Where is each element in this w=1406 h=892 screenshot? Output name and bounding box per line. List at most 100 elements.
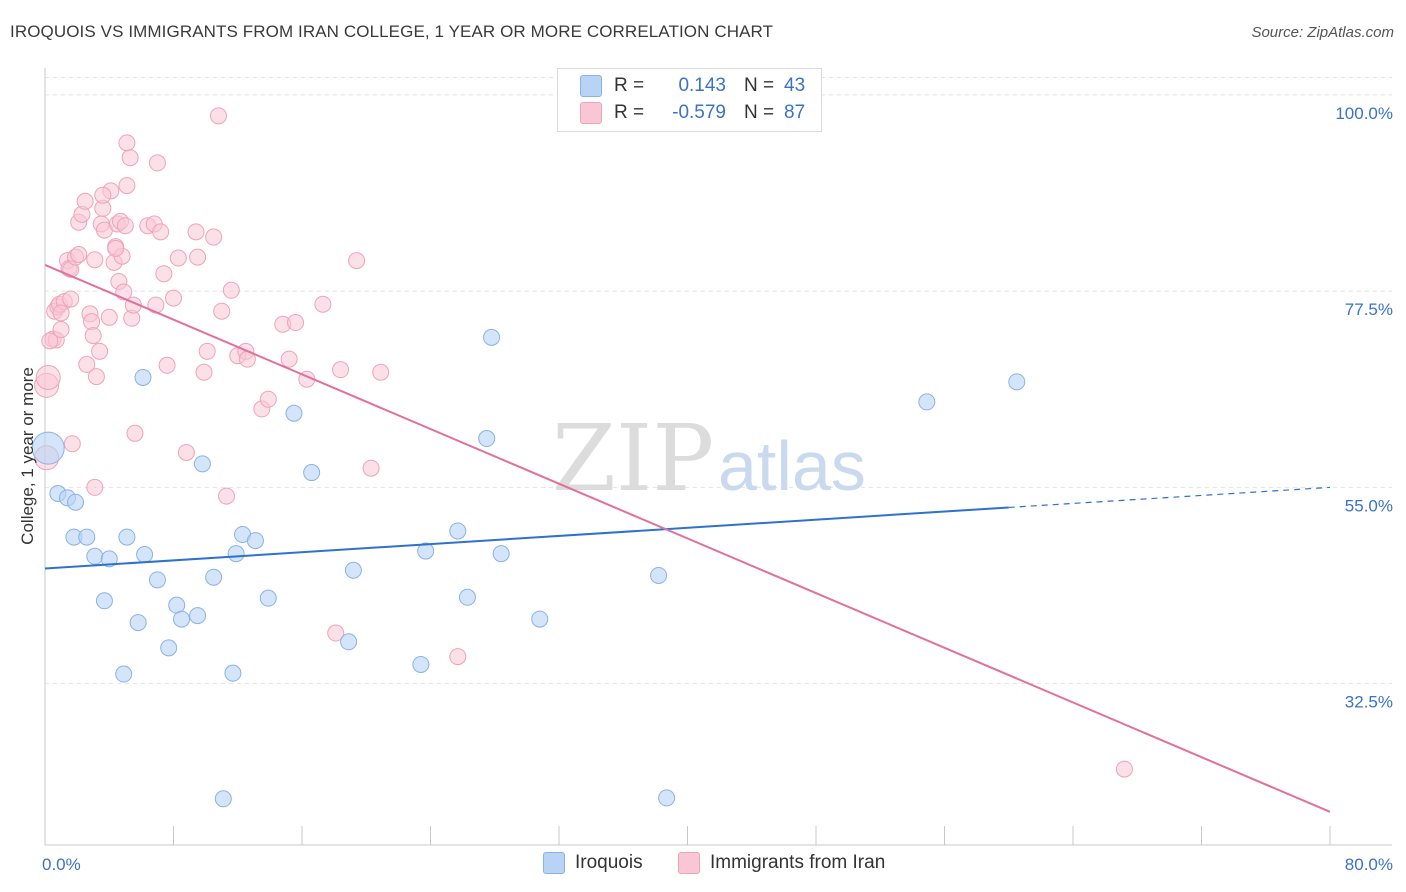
iran-point <box>222 281 240 299</box>
iroquois-point <box>259 589 277 607</box>
n-value: 43 <box>784 75 806 96</box>
iran-point <box>372 363 390 381</box>
x-tick-label: 80.0% <box>1345 855 1393 874</box>
legend-item-iroquois: Iroquois <box>543 852 643 874</box>
iran-point <box>280 350 298 368</box>
iroquois-point <box>285 404 303 422</box>
legend-row-iran: R = -0.579 N = 87 <box>580 101 805 125</box>
iroquois-legend-swatch <box>543 852 565 874</box>
iroquois-point <box>115 665 133 683</box>
iran-points <box>34 107 1133 778</box>
r-value: -0.579 <box>672 102 726 123</box>
iran-point <box>259 390 277 408</box>
iran-point <box>70 246 88 264</box>
iran-swatch <box>580 102 602 124</box>
iroquois-point <box>492 545 510 563</box>
legend-row-iroquois: R = 0.143 N = 43 <box>580 74 805 98</box>
iroquois-point <box>189 607 207 625</box>
iran-point <box>107 239 125 257</box>
iroquois-point <box>344 561 362 579</box>
iran-legend-label: Immigrants from Iran <box>710 852 886 873</box>
iran-point <box>118 134 136 152</box>
iran-point <box>78 355 96 373</box>
iran-point <box>152 223 170 241</box>
iroquois-point <box>412 655 430 673</box>
iroquois-point <box>214 790 232 808</box>
iran-point <box>198 342 216 360</box>
iroquois-point <box>86 547 104 565</box>
iroquois-point <box>100 550 118 568</box>
iran-point <box>362 459 380 477</box>
iroquois-point <box>650 566 668 584</box>
iran-point <box>348 252 366 270</box>
iran-point <box>52 304 70 322</box>
iran-point <box>209 107 227 125</box>
iroquois-point <box>118 528 136 546</box>
iran-trend-line <box>44 264 1331 813</box>
iroquois-trend-line <box>44 506 1009 570</box>
source-label: Source: ZipAtlas.com <box>1251 24 1394 41</box>
iroquois-point <box>136 546 154 564</box>
n-label: N = <box>744 75 775 96</box>
iroquois-point <box>129 614 147 632</box>
iran-point <box>52 321 70 339</box>
iran-point <box>148 154 166 172</box>
r-label: R = <box>614 75 645 96</box>
iroquois-point <box>173 610 191 628</box>
y-axis-title: College, 1 year or more <box>18 367 37 545</box>
iran-point <box>35 364 61 390</box>
iran-point <box>195 363 213 381</box>
iran-point <box>100 308 118 326</box>
iroquois-point <box>918 393 936 411</box>
r-value: 0.143 <box>678 75 726 96</box>
iran-point <box>218 487 236 505</box>
iran-point <box>63 435 81 453</box>
iran-point <box>41 332 59 350</box>
y-tick-label: 55.0% <box>1345 496 1393 515</box>
iran-point <box>169 249 187 267</box>
watermark-atlas: atlas <box>718 427 866 505</box>
iran-point <box>118 177 136 195</box>
iran-point <box>449 648 467 666</box>
iran-point <box>287 314 305 332</box>
iran-point <box>177 444 195 461</box>
iroquois-trend-extension <box>1008 486 1331 509</box>
iroquois-legend-label: Iroquois <box>575 852 643 873</box>
iroquois-point <box>148 571 166 589</box>
iran-point <box>314 295 332 313</box>
iroquois-swatch <box>580 75 602 97</box>
iran-point <box>327 624 345 642</box>
iran-point <box>187 223 205 241</box>
iran-point <box>62 290 80 308</box>
iroquois-point <box>31 431 65 465</box>
iroquois-point <box>478 430 496 448</box>
watermark-zip: ZIP <box>552 405 714 512</box>
iroquois-point <box>193 455 211 473</box>
iroquois-point <box>417 542 435 560</box>
iran-point <box>121 149 139 167</box>
iran-point <box>91 342 109 360</box>
r-label: R = <box>614 102 645 123</box>
iroquois-point <box>246 532 264 550</box>
iroquois-point <box>224 664 242 682</box>
iran-point <box>76 192 94 210</box>
iran-point <box>205 228 223 246</box>
iroquois-point <box>205 568 223 586</box>
iran-point <box>165 289 182 307</box>
y-tick-label: 32.5% <box>1345 693 1393 712</box>
iran-point <box>86 251 104 269</box>
axis-labels: 32.5% 55.0% 77.5% 100.0% 0.0% 80.0% <box>42 104 1393 874</box>
iroquois-point <box>658 789 676 807</box>
iran-point <box>94 186 112 204</box>
iroquois-points <box>31 328 1026 808</box>
iroquois-point <box>483 328 501 346</box>
n-label: N = <box>744 102 775 123</box>
zipatlas-watermark: ZIP atlas <box>552 405 866 512</box>
n-value: 87 <box>784 102 806 123</box>
grid-lines <box>45 76 1392 685</box>
iroquois-point <box>134 368 152 386</box>
iran-point <box>126 424 144 442</box>
iroquois-point <box>531 610 549 628</box>
iroquois-point <box>449 522 467 540</box>
